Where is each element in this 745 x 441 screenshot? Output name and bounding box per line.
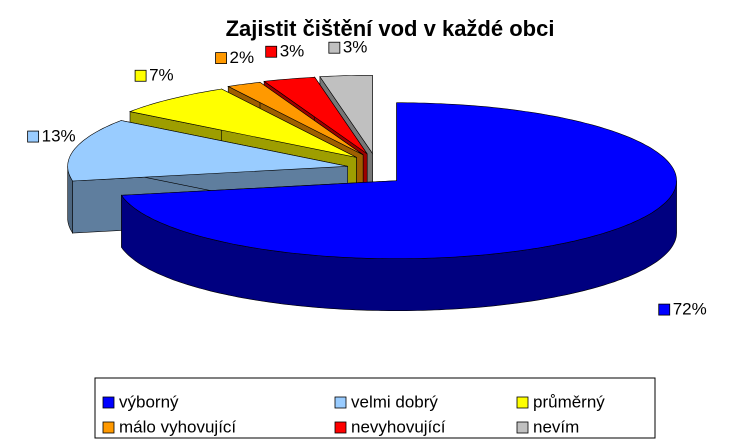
slice [67,120,348,182]
legend-label: výborný [119,392,179,411]
chart-title: Zajistit čištění vod v každé obci [226,16,555,41]
legend-swatch [334,396,347,409]
data-label: 3% [343,38,368,57]
slice [227,81,364,156]
legend-label: nevyhovující [351,417,446,436]
data-label: 13% [42,127,76,146]
legend-label: průměrný [533,392,605,411]
label-swatch [658,303,671,316]
label-swatch [27,130,40,143]
legend-swatch [334,421,347,434]
slice [128,88,357,158]
legend-swatch [516,421,529,434]
legend-swatch [102,421,115,434]
legend-swatch [516,396,529,409]
legend-label: málo vyhovující [119,417,236,436]
legend-box [94,377,656,439]
label-swatch [328,41,341,54]
slice [319,75,373,155]
legend-label: velmi dobrý [351,392,438,411]
data-label: 3% [280,42,305,61]
slice [263,76,368,155]
label-swatch [215,52,227,64]
slice [120,102,677,259]
label-swatch [265,45,278,58]
data-label: 72% [673,300,707,319]
data-label: 2% [230,48,255,67]
label-swatch [134,69,147,82]
data-label: 7% [149,66,174,85]
legend-swatch [102,396,115,409]
legend-label: nevím [533,417,579,436]
